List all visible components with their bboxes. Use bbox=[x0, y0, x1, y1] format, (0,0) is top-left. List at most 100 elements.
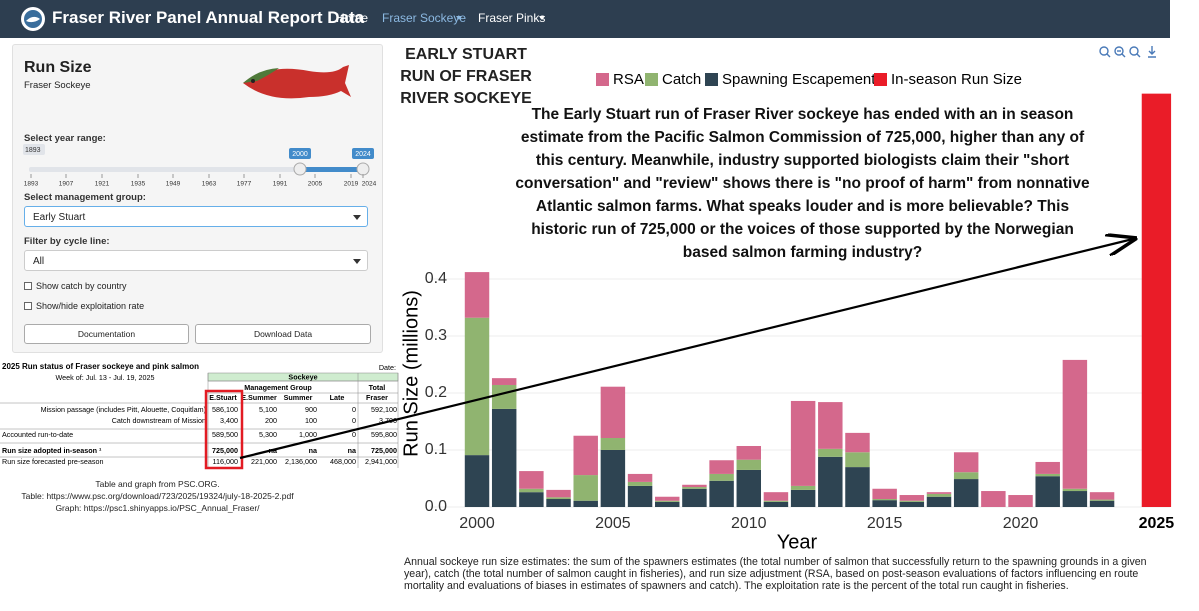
table-cell: 3,400 bbox=[220, 416, 238, 425]
download-button[interactable]: Download Data bbox=[195, 324, 371, 344]
bar-segment bbox=[573, 500, 598, 507]
panel-title: Run Size bbox=[24, 59, 92, 76]
navbar: Fraser River Panel Annual Report Data Ho… bbox=[0, 0, 1170, 38]
bar-segment bbox=[818, 456, 843, 507]
bar-segment bbox=[899, 495, 925, 501]
x-axis-title: Year bbox=[777, 531, 818, 553]
credit-line: Table: https://www.psc.org/download/723/… bbox=[21, 491, 294, 501]
slider-handle bbox=[293, 162, 307, 176]
x-tick-label: 2015 bbox=[867, 515, 903, 532]
bar-segment bbox=[519, 492, 544, 507]
y-tick-label: 0.2 bbox=[425, 384, 447, 401]
bar-segment bbox=[464, 455, 490, 507]
bar-segment bbox=[682, 487, 707, 489]
bar-segment bbox=[790, 400, 816, 486]
field-label: Select year range: bbox=[24, 133, 106, 144]
bar-segment bbox=[491, 408, 517, 507]
legend-swatch bbox=[596, 73, 609, 86]
caret bbox=[353, 215, 361, 220]
table-cell: 1,000 bbox=[299, 430, 317, 439]
row-label: Accounted run-to-date bbox=[2, 430, 73, 439]
bar-segment bbox=[1035, 461, 1060, 474]
y-tick-label: 0.0 bbox=[425, 498, 447, 515]
nav-link[interactable]: Fraser Sockeye bbox=[382, 11, 467, 25]
chart-title: EARLY STUART RUN OF FRASER RIVER SOCKEYE bbox=[400, 46, 532, 107]
bar-segment bbox=[818, 448, 843, 457]
credits: Table and graph from PSC.ORG. Table: http… bbox=[0, 478, 315, 514]
total-header: Total bbox=[369, 383, 386, 392]
slider-tick-label: 2019 bbox=[344, 181, 359, 188]
table-cell: 2,136,000 bbox=[285, 457, 317, 466]
nav-link[interactable]: Home bbox=[336, 11, 369, 25]
bar-segment bbox=[682, 484, 707, 488]
button-label: Download Data bbox=[253, 329, 313, 339]
bar-segment bbox=[790, 485, 816, 490]
table-cell: 725,000 bbox=[371, 446, 397, 455]
table-cell: 5,300 bbox=[259, 430, 277, 439]
bar-segment bbox=[899, 500, 925, 502]
bar-segment bbox=[1089, 492, 1115, 500]
slider-tick-label: 1949 bbox=[166, 181, 181, 188]
caret bbox=[353, 259, 361, 264]
checkbox[interactable] bbox=[24, 282, 32, 290]
bar-segment bbox=[1008, 495, 1033, 507]
table-cell: 586,100 bbox=[212, 405, 238, 414]
field-label: Select management group: bbox=[24, 192, 146, 203]
x-tick-label: 2020 bbox=[1003, 515, 1039, 532]
legend-label: RSA bbox=[613, 71, 644, 88]
bar-segment bbox=[655, 500, 680, 502]
bar-segment bbox=[464, 272, 490, 318]
select-group[interactable]: Early Stuart bbox=[24, 206, 368, 227]
slider-range bbox=[300, 167, 363, 172]
checkbox[interactable] bbox=[24, 302, 32, 310]
x-tick-label: 2010 bbox=[731, 515, 767, 532]
slider-handle bbox=[356, 162, 370, 176]
date-label: Date: bbox=[379, 363, 396, 372]
y-tick-label: 0.4 bbox=[425, 270, 447, 287]
legend-label: In-season Run Size bbox=[891, 71, 1022, 88]
bar-segment bbox=[709, 473, 734, 481]
table-cell: 200 bbox=[265, 416, 277, 425]
table-cell: 595,800 bbox=[371, 430, 397, 439]
slider-tick-label: 1935 bbox=[131, 181, 146, 188]
field-label: Filter by cycle line: bbox=[24, 236, 110, 247]
caret bbox=[539, 16, 545, 20]
bar-segment bbox=[1035, 473, 1060, 477]
column-header: Late bbox=[330, 393, 345, 402]
table-cell: 100 bbox=[305, 416, 317, 425]
bar-segment bbox=[790, 489, 816, 507]
bar-segment bbox=[845, 432, 870, 453]
checkbox-label: Show catch by country bbox=[36, 281, 127, 291]
toolbar bbox=[1099, 46, 1156, 58]
bar-segment bbox=[573, 475, 598, 501]
bar-segment bbox=[464, 317, 490, 456]
bar-segment bbox=[600, 438, 626, 450]
select-cycle[interactable]: All bbox=[24, 250, 368, 271]
in-season-bar bbox=[1141, 93, 1172, 507]
bar-segment bbox=[1089, 500, 1115, 507]
nav-link[interactable]: Fraser Pinks bbox=[478, 11, 546, 25]
table-cell: 2,941,000 bbox=[365, 457, 397, 466]
bar-segment bbox=[546, 497, 571, 500]
bar-segment bbox=[981, 491, 1006, 507]
table-cell: 3,700 bbox=[379, 416, 397, 425]
year-slider[interactable]: 1893 2000 2024 1893 1907 1921 1935 1949 1963 1977… bbox=[13, 143, 382, 191]
column-header: E.Summer bbox=[241, 393, 277, 402]
legend-swatch bbox=[645, 73, 658, 86]
bar-segment bbox=[763, 492, 789, 501]
slider-tick-label: 1991 bbox=[273, 181, 288, 188]
table-cell: na bbox=[269, 446, 278, 455]
slider-bubble bbox=[289, 148, 311, 159]
bar-segment bbox=[1062, 359, 1088, 489]
slider-bubble bbox=[352, 148, 374, 159]
row-label: Run size adopted in-season ¹ bbox=[2, 446, 102, 455]
bar-segment bbox=[845, 467, 870, 507]
fish-image bbox=[243, 65, 351, 99]
bar-segment bbox=[872, 488, 897, 500]
documentation-button[interactable]: Documentation bbox=[24, 324, 189, 344]
table-cell: 221,000 bbox=[251, 457, 277, 466]
bar-segment bbox=[491, 384, 517, 409]
bar-segment bbox=[926, 493, 952, 497]
x-tick-label: 2005 bbox=[595, 515, 631, 532]
column-header: Fraser bbox=[366, 393, 388, 402]
